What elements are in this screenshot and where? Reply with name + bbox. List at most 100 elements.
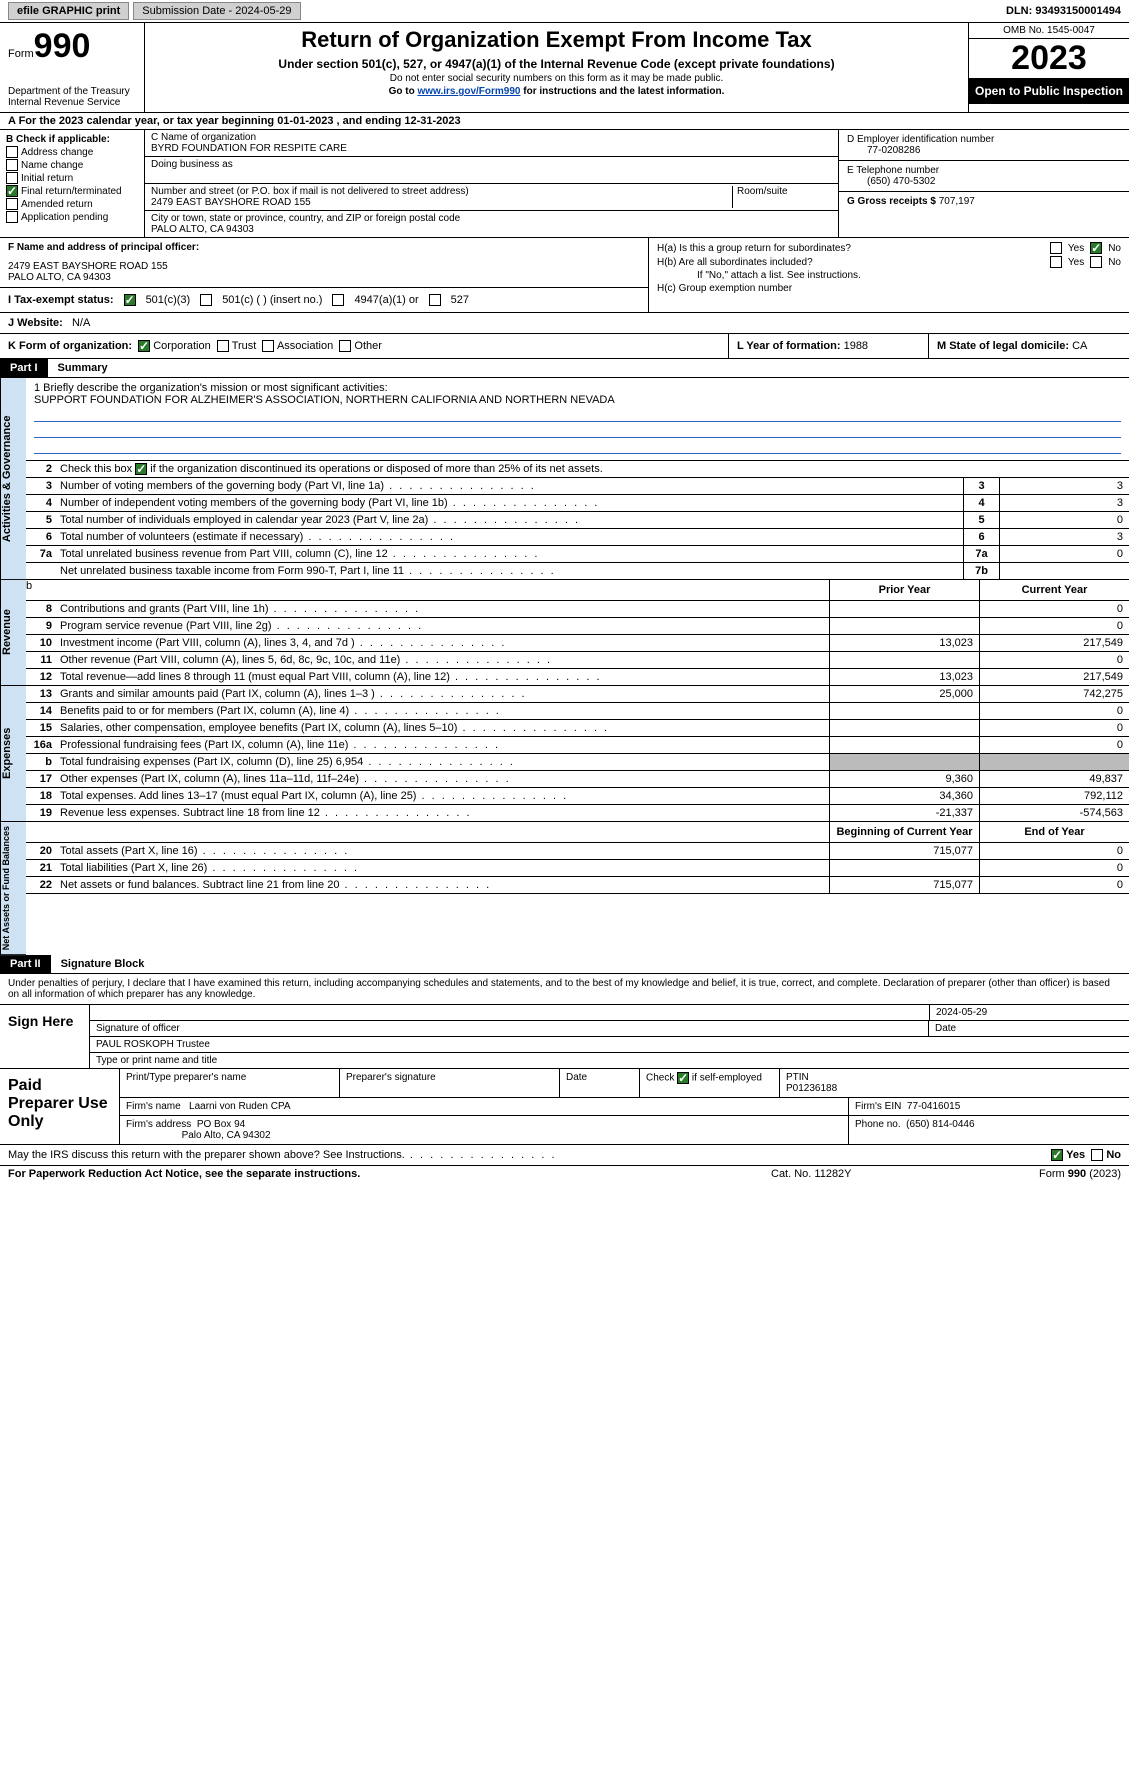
527-checkbox[interactable] xyxy=(429,294,441,306)
mission-label: 1 Briefly describe the organization's mi… xyxy=(34,382,1121,394)
ha-yes-checkbox[interactable] xyxy=(1050,242,1062,254)
opt-4947: 4947(a)(1) or xyxy=(354,294,418,306)
ha-no-checkbox[interactable] xyxy=(1090,242,1102,254)
opt-527: 527 xyxy=(451,294,469,306)
hb-note: If "No," attach a list. See instructions… xyxy=(697,270,861,281)
part2-title: Signature Block xyxy=(51,955,155,973)
4947-checkbox[interactable] xyxy=(332,294,344,306)
phone-label: E Telephone number xyxy=(847,165,1121,176)
table-row: bTotal fundraising expenses (Part IX, co… xyxy=(26,754,1129,771)
form-label: Form xyxy=(8,48,34,60)
opt-501c3: 501(c)(3) xyxy=(146,294,191,306)
assoc-checkbox[interactable] xyxy=(262,340,274,352)
amended-return-checkbox[interactable] xyxy=(6,198,18,210)
website-label: J Website: xyxy=(8,317,63,329)
form-title: Return of Organization Exempt From Incom… xyxy=(153,27,960,53)
table-row: 19Revenue less expenses. Subtract line 1… xyxy=(26,805,1129,822)
ssn-note: Do not enter social security numbers on … xyxy=(153,73,960,84)
table-row: 9Program service revenue (Part VIII, lin… xyxy=(26,618,1129,635)
final-return-checkbox[interactable] xyxy=(6,185,18,197)
self-emp-label: if self-employed xyxy=(692,1073,762,1084)
net-assets-section: Net Assets or Fund Balances Beginning of… xyxy=(0,822,1129,955)
table-row: 15Salaries, other compensation, employee… xyxy=(26,720,1129,737)
officer-name-label: Type or print name and title xyxy=(90,1053,1129,1068)
sign-here-block: Sign Here 2024-05-29 Signature of office… xyxy=(0,1005,1129,1069)
no-label2: No xyxy=(1108,257,1121,268)
gross-receipts: 707,197 xyxy=(939,196,975,207)
prep-name-hdr: Print/Type preparer's name xyxy=(120,1069,340,1097)
submission-date: Submission Date - 2024-05-29 xyxy=(133,2,300,20)
street: 2479 EAST BAYSHORE ROAD 155 xyxy=(151,197,732,208)
side-expenses: Expenses xyxy=(0,686,26,822)
room-label: Room/suite xyxy=(732,186,832,208)
ptin: P01236188 xyxy=(786,1083,1123,1094)
officer-name: PAUL ROSKOPH Trustee xyxy=(90,1037,1129,1052)
opt-amended: Amended return xyxy=(21,199,93,210)
cat-no: Cat. No. 11282Y xyxy=(771,1168,971,1180)
goto-post: for instructions and the latest informat… xyxy=(520,86,724,97)
table-row: 14Benefits paid to or for members (Part … xyxy=(26,703,1129,720)
discuss-yes-checkbox[interactable] xyxy=(1051,1149,1063,1161)
side-net: Net Assets or Fund Balances xyxy=(0,822,26,955)
l-label: L Year of formation: xyxy=(737,340,841,352)
table-row: 13Grants and similar amounts paid (Part … xyxy=(26,686,1129,703)
department: Department of the Treasury Internal Reve… xyxy=(8,86,136,108)
firm-ein-label: Firm's EIN xyxy=(855,1101,901,1112)
opt-address-change: Address change xyxy=(21,147,93,158)
501c3-checkbox[interactable] xyxy=(124,294,136,306)
instructions-link[interactable]: www.irs.gov/Form990 xyxy=(417,86,520,97)
phone: (650) 470-5302 xyxy=(847,176,1121,187)
summary-line: Net unrelated business taxable income fr… xyxy=(26,563,1129,580)
hb-no-checkbox[interactable] xyxy=(1090,256,1102,268)
expenses-section: Expenses 13Grants and similar amounts pa… xyxy=(0,686,1129,822)
k-label: K Form of organization: xyxy=(8,340,132,352)
gross-receipts-label: G Gross receipts $ xyxy=(847,196,936,207)
efile-print-button[interactable]: efile GRAPHIC print xyxy=(8,2,129,20)
firm-name: Laarni von Ruden CPA xyxy=(189,1101,291,1112)
sign-here-label: Sign Here xyxy=(0,1005,90,1068)
other-checkbox[interactable] xyxy=(339,340,351,352)
address-change-checkbox[interactable] xyxy=(6,146,18,158)
prior-year-hdr: Prior Year xyxy=(829,580,979,600)
firm-phone: (650) 814-0446 xyxy=(906,1119,974,1130)
city-state-zip: PALO ALTO, CA 94303 xyxy=(151,224,832,235)
no-label: No xyxy=(1108,243,1121,254)
app-pending-checkbox[interactable] xyxy=(6,211,18,223)
website-row: J Website: N/A xyxy=(0,313,1129,334)
form-header: Form990 Department of the Treasury Inter… xyxy=(0,23,1129,113)
ein: 77-0208286 xyxy=(847,145,1121,156)
discuss-no-checkbox[interactable] xyxy=(1091,1149,1103,1161)
tax-status-label: I Tax-exempt status: xyxy=(8,294,114,306)
initial-return-checkbox[interactable] xyxy=(6,172,18,184)
opt-501c: 501(c) ( ) (insert no.) xyxy=(222,294,322,306)
table-row: 20Total assets (Part X, line 16)715,0770 xyxy=(26,843,1129,860)
part2-badge: Part II xyxy=(0,955,51,973)
hb-yes-checkbox[interactable] xyxy=(1050,256,1062,268)
self-employed-checkbox[interactable] xyxy=(677,1072,689,1084)
check-label: Check xyxy=(646,1073,674,1084)
table-row: 17Other expenses (Part IX, column (A), l… xyxy=(26,771,1129,788)
public-inspection: Open to Public Inspection xyxy=(969,78,1129,104)
yes-label2: Yes xyxy=(1068,257,1084,268)
part1-badge: Part I xyxy=(0,359,48,377)
part1-title: Summary xyxy=(48,359,118,377)
part2-header: Part IISignature Block xyxy=(0,955,1129,974)
page-footer: For Paperwork Reduction Act Notice, see … xyxy=(0,1166,1129,1182)
date-label: Date xyxy=(929,1021,1129,1036)
tax-year-range: A For the 2023 calendar year, or tax yea… xyxy=(0,113,1129,130)
name-change-checkbox[interactable] xyxy=(6,159,18,171)
corp-checkbox[interactable] xyxy=(138,340,150,352)
goto-pre: Go to xyxy=(389,86,418,97)
discontinued-checkbox[interactable] xyxy=(135,463,147,475)
table-row: 21Total liabilities (Part X, line 26)0 xyxy=(26,860,1129,877)
trust-checkbox[interactable] xyxy=(217,340,229,352)
opt-corp: Corporation xyxy=(153,340,210,352)
form-subtitle: Under section 501(c), 527, or 4947(a)(1)… xyxy=(153,57,960,71)
discuss-text: May the IRS discuss this return with the… xyxy=(8,1149,557,1161)
prep-sig-hdr: Preparer's signature xyxy=(340,1069,560,1097)
ha-label: H(a) Is this a group return for subordin… xyxy=(657,243,851,254)
m-label: M State of legal domicile: xyxy=(937,340,1069,352)
table-row: 11Other revenue (Part VIII, column (A), … xyxy=(26,652,1129,669)
form-ref: Form 990 (2023) xyxy=(971,1168,1121,1180)
501c-checkbox[interactable] xyxy=(200,294,212,306)
